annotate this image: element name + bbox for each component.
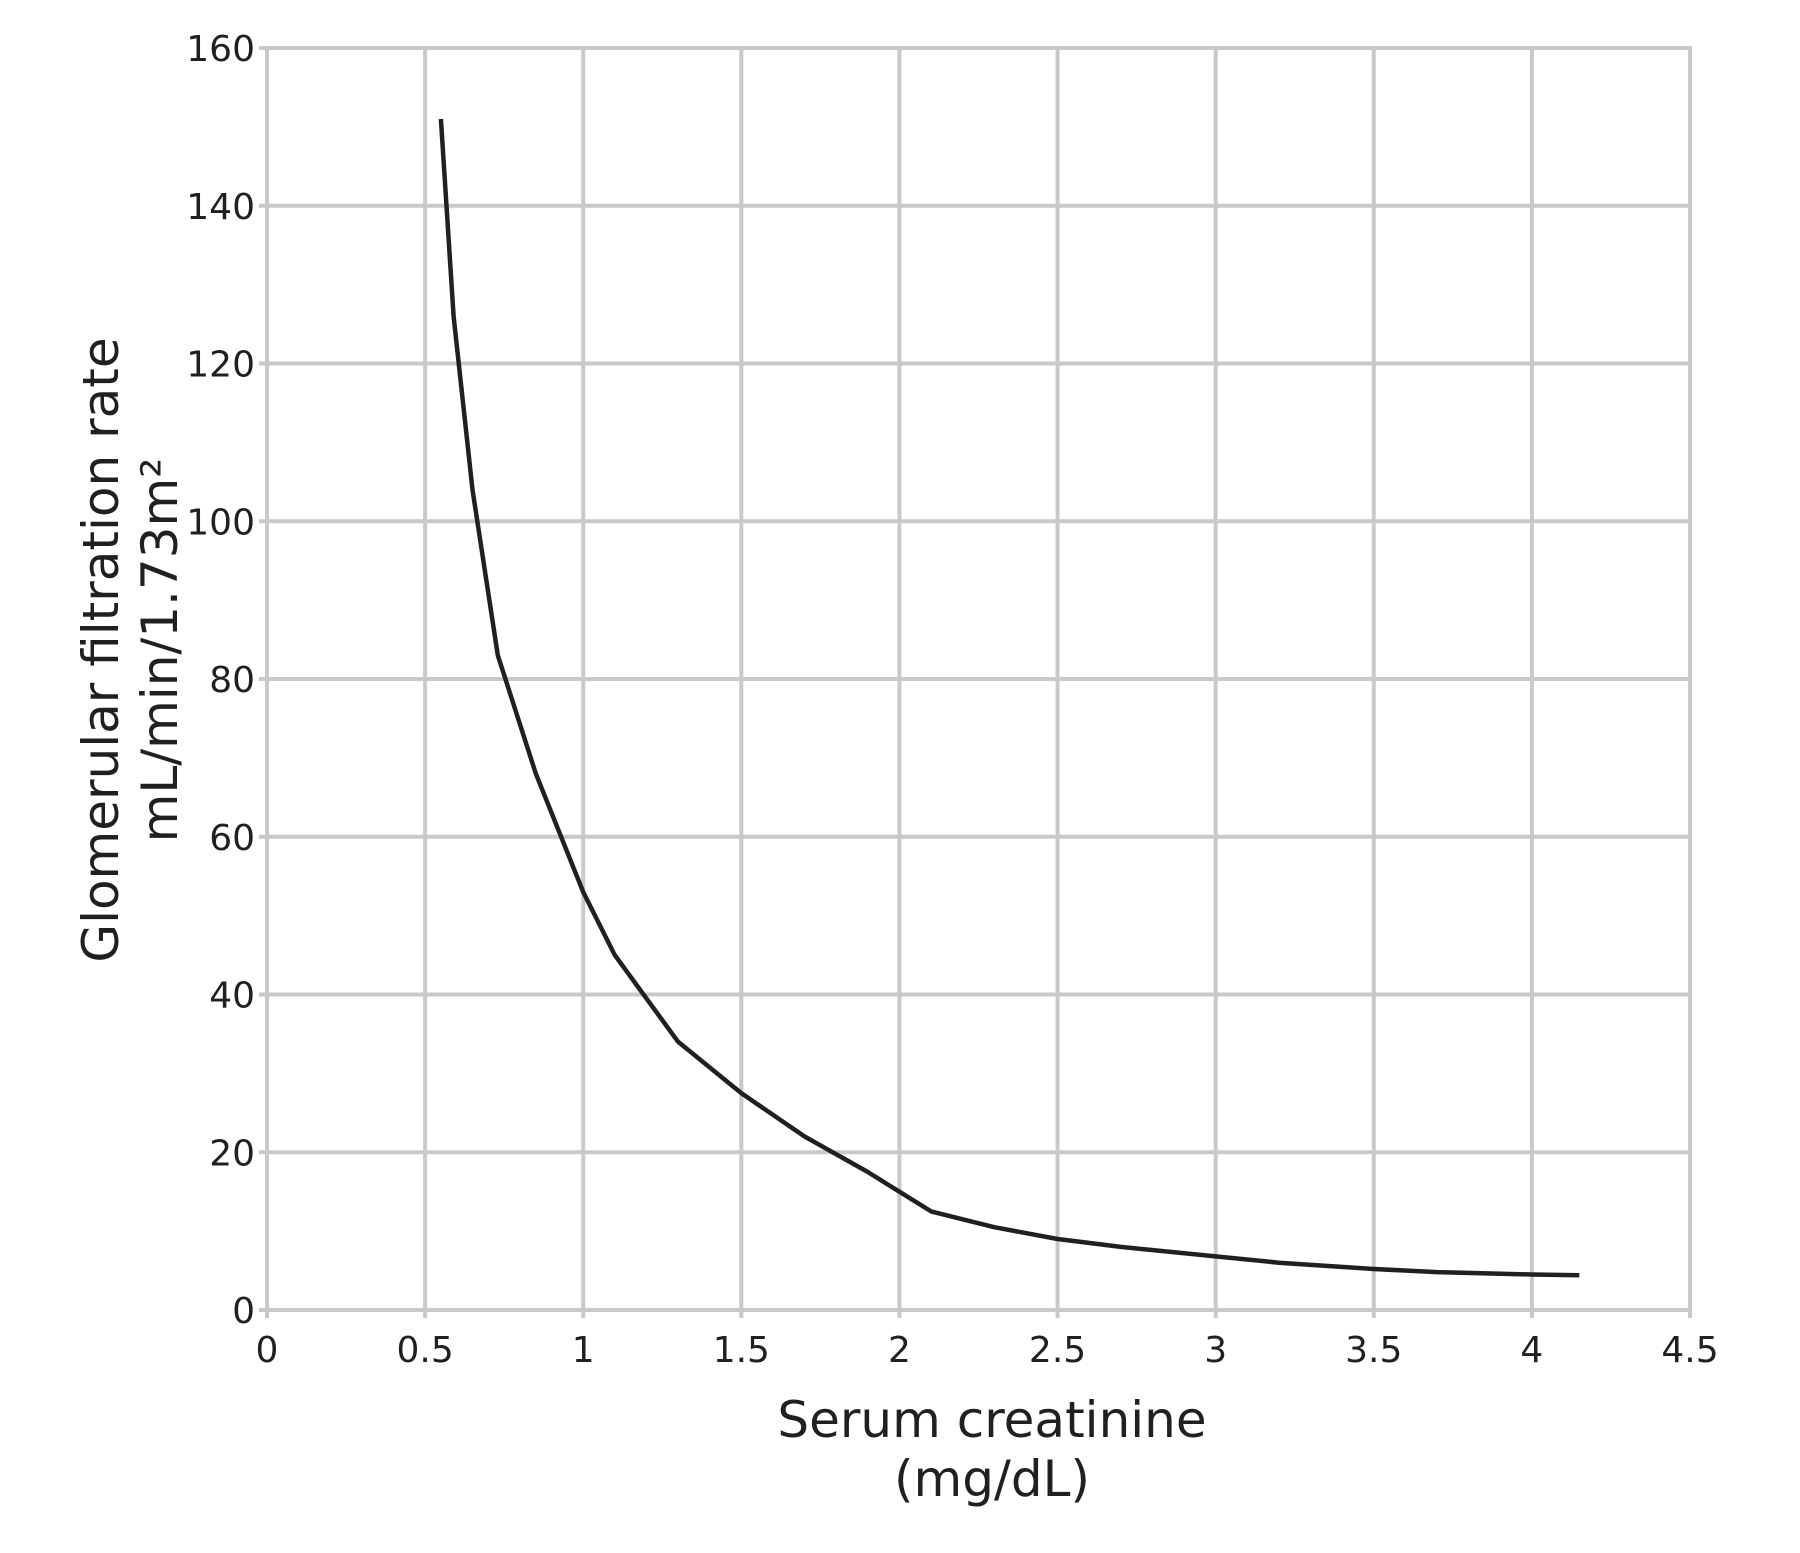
y-tick-label: 160 — [186, 29, 255, 70]
series-layer — [438, 118, 1580, 1278]
x-tick-label: 0.5 — [396, 1330, 453, 1371]
x-tick-label: 1.5 — [713, 1330, 770, 1371]
x-tick-label: 0 — [256, 1330, 279, 1371]
x-axis-title-line-1: Serum creatinine — [777, 1391, 1206, 1449]
y-axis-tick-labels: 0 20 40 60 80 100 120 140 160 — [186, 29, 255, 1332]
x-axis-title-line-2: (mg/dL) — [894, 1450, 1090, 1508]
series-line — [438, 118, 1580, 1278]
x-tick-label: 4 — [1520, 1330, 1543, 1371]
x-tick-label: 3.5 — [1345, 1330, 1402, 1371]
x-tick-label: 2 — [888, 1330, 911, 1371]
x-axis-tick-labels: 0 0.5 1 1.5 2 2.5 3 3.5 4 4.5 — [256, 1330, 1719, 1371]
y-tick-label: 40 — [209, 976, 255, 1017]
y-tick-label: 20 — [209, 1133, 255, 1174]
x-tick-label: 4.5 — [1661, 1330, 1718, 1371]
y-axis-title-line-2: mL/min/1.73m² — [131, 458, 189, 843]
x-tick-label: 1 — [572, 1330, 595, 1371]
x-tick-label: 2.5 — [1029, 1330, 1086, 1371]
y-tick-label: 120 — [186, 345, 255, 386]
y-tick-label: 140 — [186, 187, 255, 228]
y-tick-label: 0 — [232, 1291, 255, 1332]
y-tick-label: 80 — [209, 660, 255, 701]
y-tick-label: 60 — [209, 818, 255, 859]
x-tick-label: 3 — [1204, 1330, 1227, 1371]
y-tick-label: 100 — [186, 502, 255, 543]
grid — [259, 46, 1692, 1318]
y-axis-title-line-1: Glomerular filtration rate — [72, 337, 130, 962]
